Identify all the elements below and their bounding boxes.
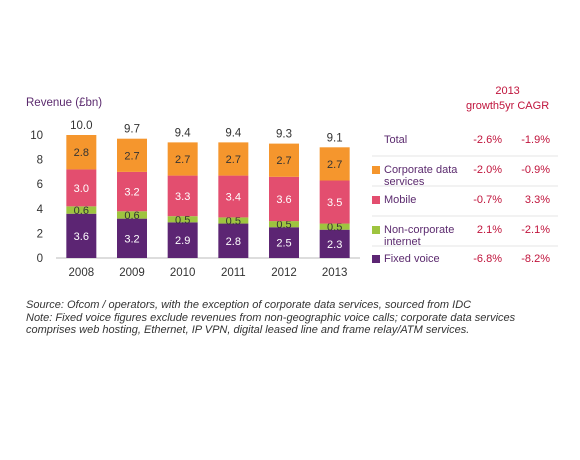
data-label: 2.9	[175, 235, 190, 247]
legend-item-non-corporate-internet: Non-corporate internet	[372, 224, 460, 248]
data-label: 2.7	[276, 155, 291, 167]
data-label: 2.7	[327, 159, 342, 171]
data-label: 3.5	[327, 197, 342, 209]
growth-non-corporate-internet: 2.1%	[476, 224, 502, 236]
bar-segment-mobile	[319, 180, 350, 224]
legend-label-non-corporate-internet: Non-corporate internet	[384, 224, 455, 248]
x-tick-label: 2013	[322, 267, 348, 279]
note-line-2: comprises web hosting, Ethernet, IP VPN,…	[26, 324, 470, 336]
data-label: 2.5	[276, 238, 291, 250]
cagr-non-corporate-internet: -2.1%	[521, 224, 550, 236]
data-label: 3.4	[226, 192, 241, 204]
bar-segment-corporate-data-services	[167, 142, 198, 176]
bar-segment-corporate-data-services	[319, 147, 350, 181]
legend-total-label: Total	[384, 134, 408, 146]
bar-segment-fixed-voice	[269, 227, 299, 258]
legend-total: Total	[372, 134, 460, 146]
legend-swatch-non-corporate-internet	[372, 226, 380, 234]
legend-item-corporate-data: Corporate data services	[372, 164, 460, 188]
x-tick-label: 2009	[119, 267, 145, 279]
data-label: 0.5	[175, 214, 190, 226]
legend-item-fixed-voice: Fixed voice	[372, 253, 460, 265]
y-axis-label: Revenue (£bn)	[26, 97, 103, 109]
data-label: 0.5	[226, 215, 241, 227]
bar-segment-corporate-data-services	[117, 138, 147, 172]
data-label: 2.8	[226, 236, 241, 248]
data-label: 0.6	[124, 210, 139, 222]
y-tick-label: 2	[37, 228, 43, 240]
x-tick-label: 2010	[170, 267, 196, 279]
legend-swatch-mobile	[372, 196, 380, 204]
bar-segment-fixed-voice	[218, 223, 249, 258]
bar-segment-corporate-data-services	[269, 143, 299, 177]
bar-segment-non-corporate-internet	[319, 223, 350, 230]
bar-segment-non-corporate-internet	[117, 211, 147, 219]
data-label: 3.2	[124, 233, 139, 245]
bar-segment-mobile	[269, 176, 299, 222]
total-label: 9.3	[276, 129, 292, 141]
legend-swatch-fixed-voice	[372, 255, 380, 263]
y-tick-label: 6	[37, 179, 43, 191]
source-note: Source: Ofcom / operators, with the exce…	[26, 299, 566, 337]
growth-header-columns: growth5yr CAGR	[466, 100, 550, 112]
cagr-fixed-voice: -8.2%	[521, 253, 550, 265]
y-tick-label: 8	[37, 155, 43, 167]
source-line: Source: Ofcom / operators, with the exce…	[26, 299, 472, 311]
bar-segment-mobile	[167, 175, 198, 217]
growth-corporate-data: -2.0%	[473, 164, 502, 176]
bar-segment-mobile	[117, 171, 147, 212]
data-label: 0.5	[276, 219, 291, 231]
bar-segment-non-corporate-internet	[167, 216, 198, 223]
data-label: 2.8	[74, 147, 89, 159]
data-label: 3.6	[276, 194, 291, 206]
note-line-1: Note: Fixed voice figures exclude revenu…	[26, 311, 516, 324]
bar-segment-corporate-data-services	[66, 135, 97, 170]
x-tick-label: 2008	[69, 267, 95, 279]
cagr-total: -1.9%	[521, 134, 550, 146]
legend-label-corporate-data: Corporate data services	[384, 164, 458, 188]
bar-segment-non-corporate-internet	[66, 206, 97, 214]
growth-total: -2.6%	[473, 134, 502, 146]
y-tick-label: 0	[37, 253, 43, 265]
bar-segment-mobile	[218, 175, 249, 218]
data-label: 3.0	[74, 183, 89, 195]
data-label: 0.5	[327, 222, 342, 234]
x-tick-label: 2012	[271, 267, 297, 279]
data-label: 3.2	[124, 187, 139, 199]
bar-segment-fixed-voice	[66, 213, 97, 258]
cagr-corporate-data: -0.9%	[521, 164, 550, 176]
legend-label-mobile: Mobile	[384, 194, 417, 206]
total-label: 9.4	[225, 127, 242, 139]
data-label: 3.3	[175, 191, 190, 203]
data-label: 2.7	[175, 154, 190, 166]
y-tick-label: 10	[30, 130, 43, 142]
total-label: 9.1	[327, 132, 343, 144]
x-tick-label: 2011	[221, 267, 246, 279]
data-label: 3.6	[74, 231, 89, 243]
data-label: 2.7	[226, 154, 241, 166]
bar-segment-mobile	[66, 169, 97, 207]
total-label: 10.0	[70, 120, 92, 132]
growth-fixed-voice: -6.8%	[473, 253, 502, 265]
bar-segment-non-corporate-internet	[218, 217, 249, 224]
data-label: 0.6	[74, 205, 89, 217]
growth-header-year: 2013	[495, 85, 520, 97]
bar-segment-fixed-voice	[117, 218, 147, 258]
growth-table-header: 2013 growth5yr CAGR	[466, 84, 549, 114]
growth-mobile: -0.7%	[473, 194, 502, 206]
bar-segment-non-corporate-internet	[269, 221, 299, 228]
legend-item-mobile: Mobile	[372, 194, 460, 206]
total-label: 9.4	[175, 127, 192, 139]
legend-label-fixed-voice: Fixed voice	[384, 253, 440, 265]
data-label: 2.7	[124, 150, 139, 162]
data-label: 2.3	[327, 239, 342, 251]
bar-segment-fixed-voice	[167, 222, 198, 258]
y-tick-label: 4	[37, 204, 44, 216]
cagr-mobile: 3.3%	[524, 194, 550, 206]
bar-segment-fixed-voice	[319, 229, 350, 258]
legend-swatch-corporate-data	[372, 166, 380, 174]
bar-segment-corporate-data-services	[218, 142, 249, 176]
total-label: 9.7	[124, 124, 140, 136]
